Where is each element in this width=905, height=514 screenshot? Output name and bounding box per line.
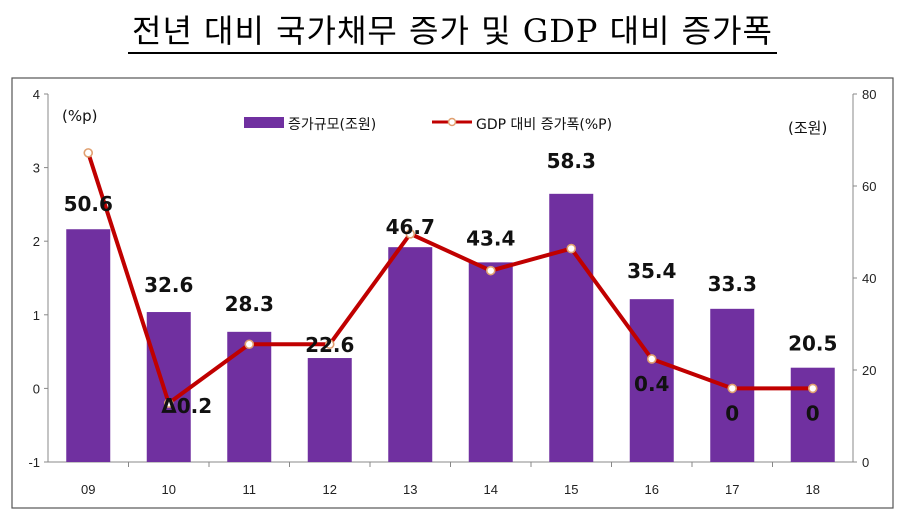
bar-value-label: 22.6 bbox=[305, 333, 354, 357]
x-tick-label: 09 bbox=[81, 482, 95, 497]
line-marker bbox=[83, 148, 94, 158]
right-tick-label: 0 bbox=[862, 455, 869, 470]
bar-value-label: 43.4 bbox=[466, 226, 515, 250]
bar-value-label: 20.5 bbox=[788, 332, 837, 356]
line-marker bbox=[324, 339, 335, 350]
line-value-label: Δ0.2 bbox=[161, 394, 212, 418]
left-tick-label: 2 bbox=[33, 234, 40, 249]
bar-value-label: 28.3 bbox=[225, 292, 274, 316]
bar-value-label: 50.6 bbox=[64, 192, 113, 216]
left-tick-label: 1 bbox=[33, 308, 40, 323]
left-tick-label: -1 bbox=[28, 455, 40, 470]
bar bbox=[549, 193, 594, 462]
x-tick-label: 13 bbox=[403, 482, 417, 497]
bar-value-label: 46.7 bbox=[386, 215, 435, 239]
right-axis-unit: (조원) bbox=[788, 119, 827, 137]
legend-bar-swatch bbox=[244, 117, 284, 128]
line-marker bbox=[405, 229, 416, 239]
bar-value-label: 35.4 bbox=[627, 259, 676, 283]
x-tick-label: 16 bbox=[645, 482, 659, 497]
x-tick-label: 15 bbox=[564, 482, 578, 497]
x-tick-label: 18 bbox=[806, 482, 820, 497]
line-marker bbox=[485, 265, 496, 276]
right-tick-label: 60 bbox=[862, 179, 876, 194]
bar bbox=[146, 312, 191, 462]
left-tick-label: 0 bbox=[33, 381, 40, 396]
legend-bar-label: 증가규모(조원) bbox=[288, 117, 376, 133]
x-tick-label: 17 bbox=[725, 482, 739, 497]
bar bbox=[307, 358, 352, 462]
legend-line-marker bbox=[447, 117, 457, 127]
x-tick-label: 10 bbox=[162, 482, 176, 497]
right-tick-label: 20 bbox=[862, 363, 876, 378]
bar bbox=[66, 229, 111, 462]
x-tick-label: 14 bbox=[484, 482, 498, 497]
legend: 증가규모(조원) GDP 대비 증가폭(%P) bbox=[244, 117, 612, 133]
bar bbox=[227, 331, 272, 462]
bar bbox=[468, 262, 513, 462]
line-marker bbox=[727, 383, 738, 394]
bar-value-label: 58.3 bbox=[547, 149, 596, 173]
bar bbox=[790, 367, 835, 462]
x-tick-label: 11 bbox=[243, 482, 257, 497]
left-tick-label: 4 bbox=[33, 87, 40, 102]
line-marker bbox=[566, 243, 577, 254]
legend-line-label: GDP 대비 증가폭(%P) bbox=[476, 117, 612, 133]
title-text: 전년 대비 국가채무 증가 및 GDP 대비 증가폭 bbox=[128, 12, 777, 54]
line-value-label: 0 bbox=[725, 401, 739, 425]
bar bbox=[388, 247, 433, 462]
bar bbox=[629, 299, 674, 462]
right-tick-label: 80 bbox=[862, 87, 876, 102]
page-title: 전년 대비 국가채무 증가 및 GDP 대비 증가폭 bbox=[0, 6, 905, 54]
line-marker bbox=[244, 339, 255, 350]
bar-value-label: 32.6 bbox=[144, 273, 193, 297]
x-tick-label: 12 bbox=[323, 482, 337, 497]
right-tick-label: 40 bbox=[862, 271, 876, 286]
line-marker bbox=[163, 398, 174, 408]
bar-value-label: 33.3 bbox=[708, 272, 757, 296]
left-tick-label: 3 bbox=[33, 161, 40, 176]
line-series bbox=[86, 152, 813, 406]
left-axis-unit: (%p) bbox=[62, 107, 97, 125]
line-marker bbox=[646, 354, 657, 364]
line-value-label: 0 bbox=[806, 401, 820, 425]
line-marker bbox=[807, 383, 818, 394]
line-value-label: 0.4 bbox=[634, 372, 669, 396]
